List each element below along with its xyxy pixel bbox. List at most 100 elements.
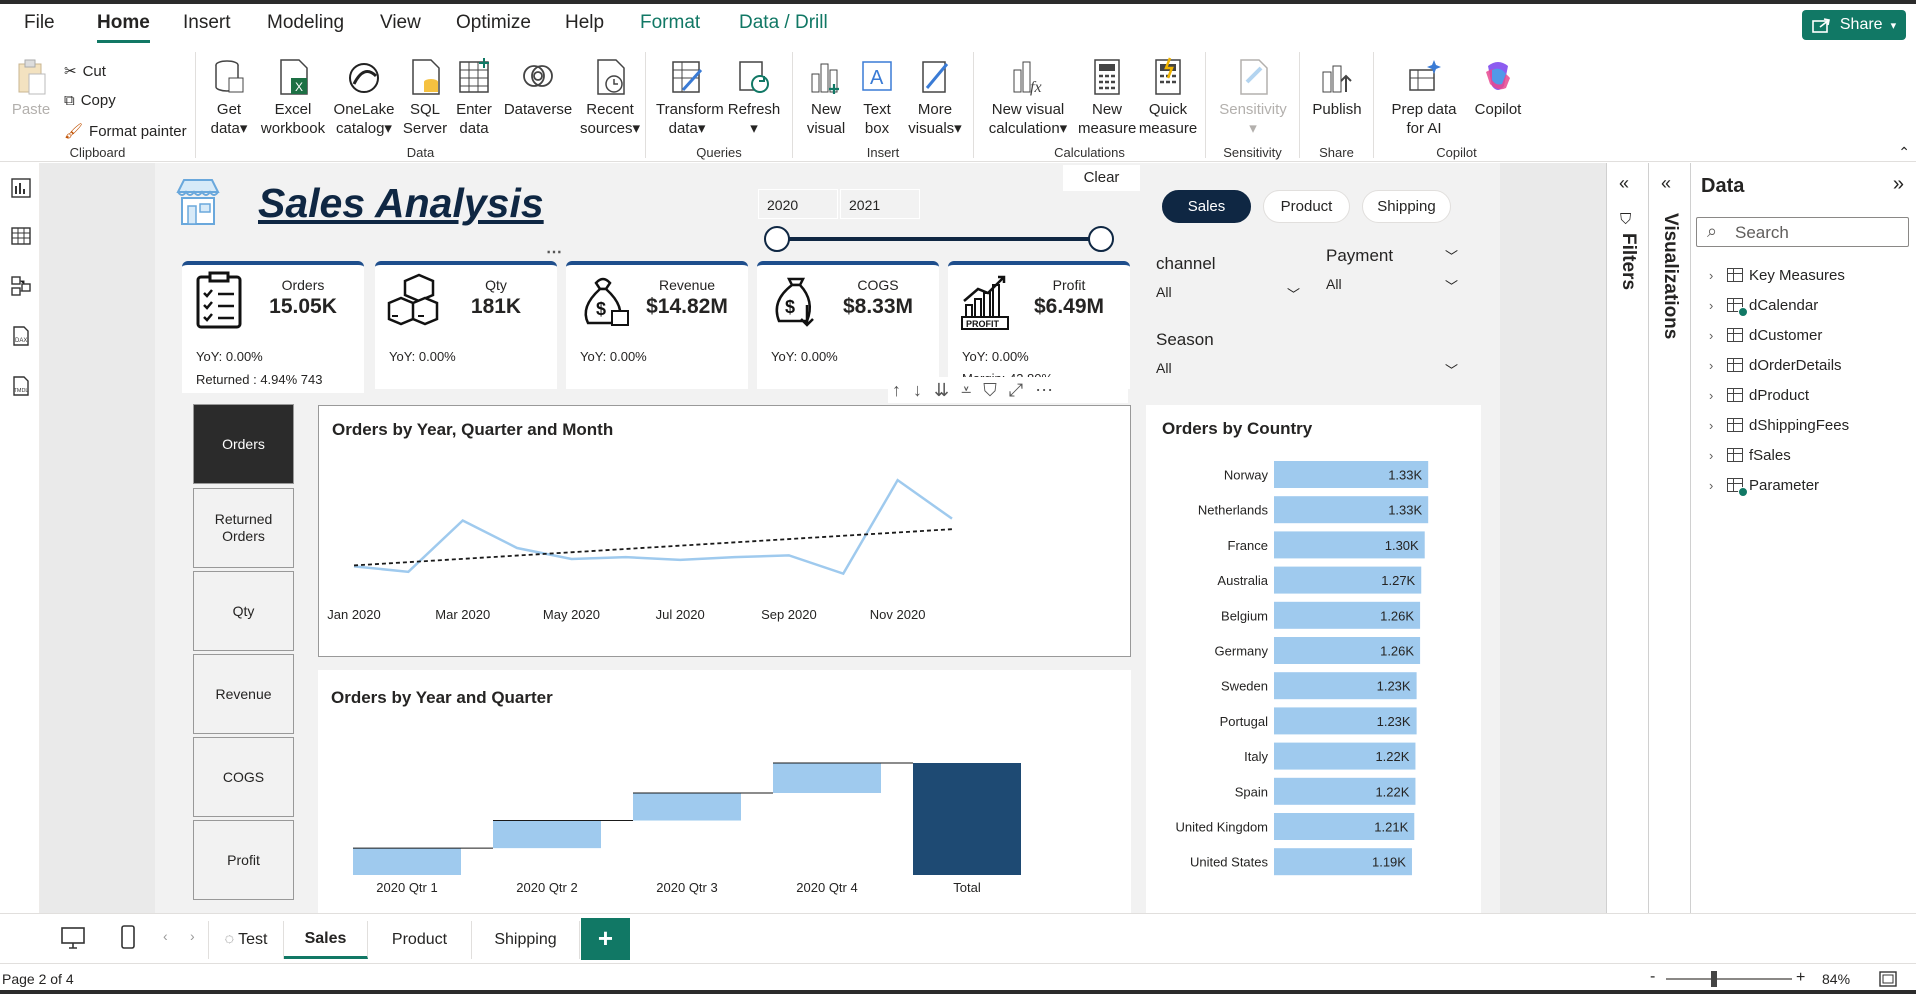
format-painter-button[interactable]: 🖌 Format painter xyxy=(64,122,187,141)
orders-by-month-visual[interactable]: Orders by Year, Quarter and Month Jan 20… xyxy=(318,405,1131,657)
model-view-icon[interactable] xyxy=(10,275,32,297)
page-tab-product[interactable]: Product xyxy=(368,921,472,959)
year-end-input[interactable]: 2021 xyxy=(840,189,920,219)
transform-data-button[interactable]: Transform data▾ xyxy=(656,56,724,138)
dax-query-view-icon[interactable]: DAX xyxy=(10,325,32,347)
table-dorderdetails[interactable]: › dOrderDetails xyxy=(1709,353,1842,377)
sql-server-button[interactable]: SQL Server xyxy=(401,56,449,138)
paste-button[interactable]: Paste xyxy=(10,56,52,119)
collapse-ribbon-icon[interactable]: ⌃ xyxy=(1898,144,1910,160)
more-options-icon[interactable]: ⋯ xyxy=(546,244,562,261)
tab-optimize[interactable]: Optimize xyxy=(456,12,531,33)
new-measure-button[interactable]: New measure xyxy=(1078,56,1136,138)
focus-mode-icon[interactable]: ⤢ xyxy=(1008,379,1024,400)
kpi-orders-yoy: YoY: 0.00% xyxy=(196,349,263,364)
zoom-in-icon[interactable]: + xyxy=(1796,969,1806,986)
table-view-icon[interactable] xyxy=(10,225,32,247)
excel-workbook-button[interactable]: X Excel workbook xyxy=(258,56,328,138)
table-dproduct[interactable]: › dProduct xyxy=(1709,383,1809,407)
page-tab-test[interactable]: ◌ Test xyxy=(208,921,284,959)
table-parameter[interactable]: › Parameter xyxy=(1709,473,1819,497)
table-dcalendar[interactable]: › dCalendar xyxy=(1709,293,1818,317)
page-button-product[interactable]: Product xyxy=(1263,190,1350,223)
channel-slicer[interactable]: channel All ﹀ xyxy=(1148,248,1312,311)
new-visual-calculation-button[interactable]: fx New visual calculation▾ xyxy=(986,56,1070,138)
get-data-button[interactable]: Get data▾ xyxy=(208,56,250,138)
zoom-slider-thumb[interactable] xyxy=(1711,971,1717,987)
collapse-data-pane-icon[interactable]: » xyxy=(1892,173,1904,195)
sensitivity-button[interactable]: Sensitivity ▾ xyxy=(1218,56,1288,138)
expand-all-icon[interactable]: ⇊ xyxy=(934,379,950,400)
page-tab-shipping[interactable]: Shipping xyxy=(472,921,580,959)
season-slicer[interactable]: Season All ﹀ xyxy=(1148,324,1470,387)
expand-visualizations-icon[interactable]: « xyxy=(1661,173,1672,193)
visualizations-pane-collapsed[interactable]: « Visualizations xyxy=(1648,163,1690,913)
table-key-measures[interactable]: › Key Measures xyxy=(1709,263,1845,287)
expand-filters-icon[interactable]: « xyxy=(1619,173,1630,193)
orders-by-country-visual[interactable]: Orders by Country Norway 1.33K Netherlands… xyxy=(1146,405,1481,913)
clear-slicer-button[interactable]: Clear xyxy=(1063,165,1140,191)
new-visual-button[interactable]: New visual xyxy=(801,56,851,138)
mobile-layout-icon[interactable] xyxy=(120,924,136,950)
next-page-icon[interactable]: › xyxy=(190,928,195,944)
drill-down-icon[interactable]: ↓ xyxy=(913,379,922,400)
tab-home[interactable]: Home xyxy=(97,12,150,43)
more-options-icon[interactable]: ⋯ xyxy=(1035,379,1054,400)
tab-help[interactable]: Help xyxy=(565,12,605,33)
tab-view[interactable]: View xyxy=(380,12,421,33)
year-start-input[interactable]: 2020 xyxy=(758,189,838,219)
page-button-shipping[interactable]: Shipping xyxy=(1362,190,1451,223)
onelake-catalog-button[interactable]: OneLake catalog▾ xyxy=(331,56,397,138)
share-button[interactable]: Share ▾ xyxy=(1802,10,1906,40)
page-tab-sales[interactable]: Sales xyxy=(284,921,368,959)
prep-data-for-ai-button[interactable]: Prep data for AI xyxy=(1384,56,1464,138)
report-view-icon[interactable] xyxy=(10,177,32,199)
nav-button-cogs[interactable]: COGS xyxy=(193,737,294,817)
recent-sources-button[interactable]: Recent sources▾ xyxy=(580,56,640,138)
filters-pane-collapsed[interactable]: « ⛉ Filters xyxy=(1606,163,1648,913)
tab-format[interactable]: Format xyxy=(640,12,701,33)
fit-to-page-icon[interactable] xyxy=(1878,970,1898,988)
tab-insert[interactable]: Insert xyxy=(183,12,231,33)
drill-up-icon[interactable]: ↑ xyxy=(892,379,901,400)
publish-button[interactable]: Publish xyxy=(1310,56,1364,119)
zoom-slider-track[interactable] xyxy=(1666,978,1792,980)
tab-data-drill[interactable]: Data / Drill xyxy=(739,12,828,33)
cut-button[interactable]: ✂ Cut xyxy=(64,62,106,81)
filter-icon[interactable]: ⛉ xyxy=(983,379,997,400)
previous-page-icon[interactable]: ‹ xyxy=(163,928,168,944)
tab-file[interactable]: File xyxy=(24,12,55,33)
expand-next-level-icon[interactable]: ⩡ xyxy=(961,379,972,400)
quick-measure-button[interactable]: Quick measure xyxy=(1138,56,1198,138)
table-fsales[interactable]: › fSales xyxy=(1709,443,1791,467)
more-visuals-button[interactable]: More visuals▾ xyxy=(903,56,967,138)
year-slider-end-handle[interactable] xyxy=(1088,226,1114,252)
zoom-out-icon[interactable]: - xyxy=(1650,968,1656,985)
nav-button-returned-orders[interactable]: Returned Orders xyxy=(193,488,294,568)
copy-button[interactable]: ⧉ Copy xyxy=(64,92,116,109)
table-dshippingfees[interactable]: › dShippingFees xyxy=(1709,413,1849,437)
page-button-sales[interactable]: Sales xyxy=(1162,190,1251,223)
nav-button-qty[interactable]: Qty xyxy=(193,571,294,651)
copilot-button[interactable]: Copilot xyxy=(1468,56,1528,119)
tab-modeling[interactable]: Modeling xyxy=(267,12,345,33)
data-search-input[interactable]: ⌕ Search xyxy=(1696,217,1909,247)
bar-data-label: 1.26K xyxy=(1380,644,1414,659)
enter-data-button[interactable]: Enter data xyxy=(452,56,496,138)
kpi-card-cogs: $ COGS $8.33M YoY: 0.00% xyxy=(757,261,939,389)
waterfall-bar xyxy=(493,820,601,849)
nav-button-orders[interactable]: Orders xyxy=(193,404,294,484)
nav-button-profit[interactable]: Profit xyxy=(193,820,294,900)
dataverse-button[interactable]: Dataverse xyxy=(500,56,576,119)
table-dcustomer[interactable]: › dCustomer xyxy=(1709,323,1822,347)
add-page-button[interactable]: + xyxy=(581,918,630,960)
nav-button-revenue[interactable]: Revenue xyxy=(193,654,294,734)
year-slider-start-handle[interactable] xyxy=(764,226,790,252)
tmdl-view-icon[interactable]: TMDL xyxy=(10,375,32,397)
refresh-button[interactable]: Refresh ▾ xyxy=(726,56,782,138)
desktop-layout-icon[interactable] xyxy=(60,926,86,950)
payment-slicer[interactable]: Payment All ﹀ ﹀ xyxy=(1318,240,1470,303)
table-icon xyxy=(1727,328,1743,342)
text-box-button[interactable]: A Text box xyxy=(855,56,899,138)
orders-by-quarter-visual[interactable]: Orders by Year and Quarter 2020 Qtr 1 202… xyxy=(318,670,1131,913)
